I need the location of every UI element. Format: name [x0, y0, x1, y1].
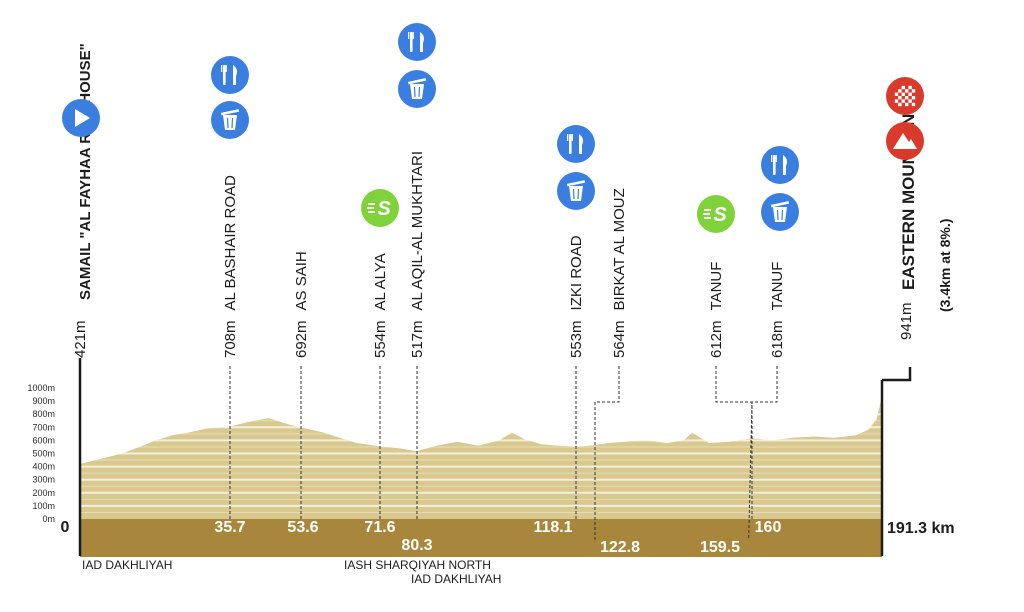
feed-zone-icon: [398, 23, 436, 61]
waypoint-label: 708m AL BASHAIR ROAD: [222, 175, 239, 358]
waypoint-altitude: 618m: [769, 320, 786, 358]
waypoint-altitude: 421m: [72, 320, 89, 358]
waypoint-name: AL BASHAIR ROAD: [222, 175, 239, 310]
region-label: IASH SHARQIYAH NORTH: [344, 558, 491, 572]
y-tick-label: 100m: [32, 501, 55, 511]
total-distance-label: 191.3 km: [887, 520, 955, 537]
waypoint-label: 517m AL AQIL-AL MUKHTARI: [409, 151, 426, 358]
axes: [78, 358, 912, 556]
y-tick-label: 600m: [32, 435, 55, 445]
waypoint-3: 554m AL ALYA: [372, 253, 389, 521]
bottom-labels: 0 191.3 km 35.7 53.6 71.6 80.3 118.1 122.8 159.5…: [61, 519, 955, 586]
waypoint-0: 421m SAMAIL "AL FAYHAA RESTHOUSE": [72, 43, 94, 358]
waypoint-label: 618m TANUF: [769, 262, 786, 358]
region-label: IAD DAKHLIYAH: [411, 572, 501, 586]
waypoint-altitude: 553m: [568, 320, 585, 358]
waypoint-altitude: 517m: [409, 320, 426, 358]
leader-line: [594, 366, 620, 541]
y-tick-label: 400m: [32, 462, 55, 472]
y-tick-label: 800m: [32, 409, 55, 419]
waypoint-name: TANUF: [769, 262, 786, 311]
feed-zone-icon: [211, 56, 249, 94]
svg-text:S: S: [713, 204, 727, 226]
elevation-area: [80, 395, 882, 519]
waypoint-label: 553m IZKI ROAD: [568, 235, 585, 358]
waypoint-name: AS SAIH: [293, 251, 310, 310]
waypoint-6: 564m BIRKAT AL MOUZ: [594, 188, 628, 541]
waypoint-altitude: 564m: [611, 320, 628, 358]
terrain-layer: [80, 395, 882, 557]
km-label: 80.3: [401, 537, 432, 554]
waste-zone-icon: [211, 101, 249, 139]
leader-line: [751, 366, 778, 521]
waypoint-name: BIRKAT AL MOUZ: [611, 188, 628, 310]
feed-zone-icon: [761, 146, 799, 184]
y-tick-label: 0m: [42, 514, 55, 524]
waypoint-label: 421m: [72, 320, 89, 358]
waypoint-name: AL ALYA: [372, 253, 389, 310]
waypoint-name-text: SAMAIL "AL FAYHAA RESTHOUSE": [77, 43, 94, 300]
waste-zone-icon: [398, 70, 436, 108]
km-label: 53.6: [287, 519, 318, 536]
waypoint-label: 692m AS SAIH: [293, 251, 310, 358]
waypoint-altitude: 612m: [708, 320, 725, 358]
waypoint-label: 554m AL ALYA: [372, 253, 389, 358]
waypoint-label: 941m: [898, 302, 915, 340]
waypoint-subtitle: (3.4km at 8%.): [937, 219, 953, 312]
km-label: 122.8: [600, 539, 640, 556]
region-label: IAD DAKHLIYAH: [82, 558, 172, 572]
waypoint-altitude: 554m: [372, 320, 389, 358]
waypoint-1: 708m AL BASHAIR ROAD: [222, 175, 239, 521]
km-label: 118.1: [533, 519, 572, 536]
y-tick-label: 700m: [32, 422, 55, 432]
waypoint-name: AL AQIL-AL MUKHTARI: [409, 151, 426, 311]
waypoint-altitude: 708m: [222, 320, 239, 358]
waypoint-name: SAMAIL "AL FAYHAA RESTHOUSE": [77, 43, 94, 300]
y-tick-label: 1000m: [27, 383, 55, 393]
waypoint-2: 692m AS SAIH: [293, 251, 310, 521]
start-icon: [62, 99, 100, 137]
km-label: 35.7: [214, 519, 245, 536]
climb-icon: [886, 122, 924, 160]
waypoint-8: 618m TANUF: [751, 262, 786, 521]
y-tick-label: 200m: [32, 488, 55, 498]
start-km-label: 0: [61, 519, 70, 536]
svg-text:S: S: [377, 198, 391, 220]
km-label: 159.5: [700, 539, 740, 556]
y-tick-label: 500m: [32, 449, 55, 459]
finish-leader: [882, 367, 912, 382]
waypoint-label: 612m TANUF: [708, 262, 725, 358]
waypoint-altitude: 941m: [898, 302, 915, 340]
sprint-icon: S: [697, 195, 735, 233]
km-label: 160: [755, 519, 782, 536]
finish-icon: [886, 77, 924, 115]
waste-zone-icon: [557, 172, 595, 210]
y-tick-label: 900m: [32, 396, 55, 406]
y-tick-label: 300m: [32, 475, 55, 485]
waypoint-7: 612m TANUF: [708, 262, 753, 540]
km-label: 71.6: [364, 519, 395, 536]
y-axis-ticks: 1000m 900m 800m 700m 600m 500m 400m 300m 200m 100…: [27, 383, 55, 524]
waste-zone-icon: [761, 193, 799, 231]
feed-zone-icon: [557, 125, 595, 163]
waypoint-name: TANUF: [708, 262, 725, 311]
base-band: [80, 519, 882, 557]
sprint-icon: S: [361, 189, 399, 227]
waypoint-altitude: 692m: [293, 320, 310, 358]
waypoint-label: 564m BIRKAT AL MOUZ: [611, 188, 628, 358]
waypoint-4: 517m AL AQIL-AL MUKHTARI: [409, 151, 426, 521]
leader-line: [715, 366, 753, 540]
waypoint-name: IZKI ROAD: [568, 235, 585, 310]
waypoint-5: 553m IZKI ROAD: [568, 235, 585, 521]
